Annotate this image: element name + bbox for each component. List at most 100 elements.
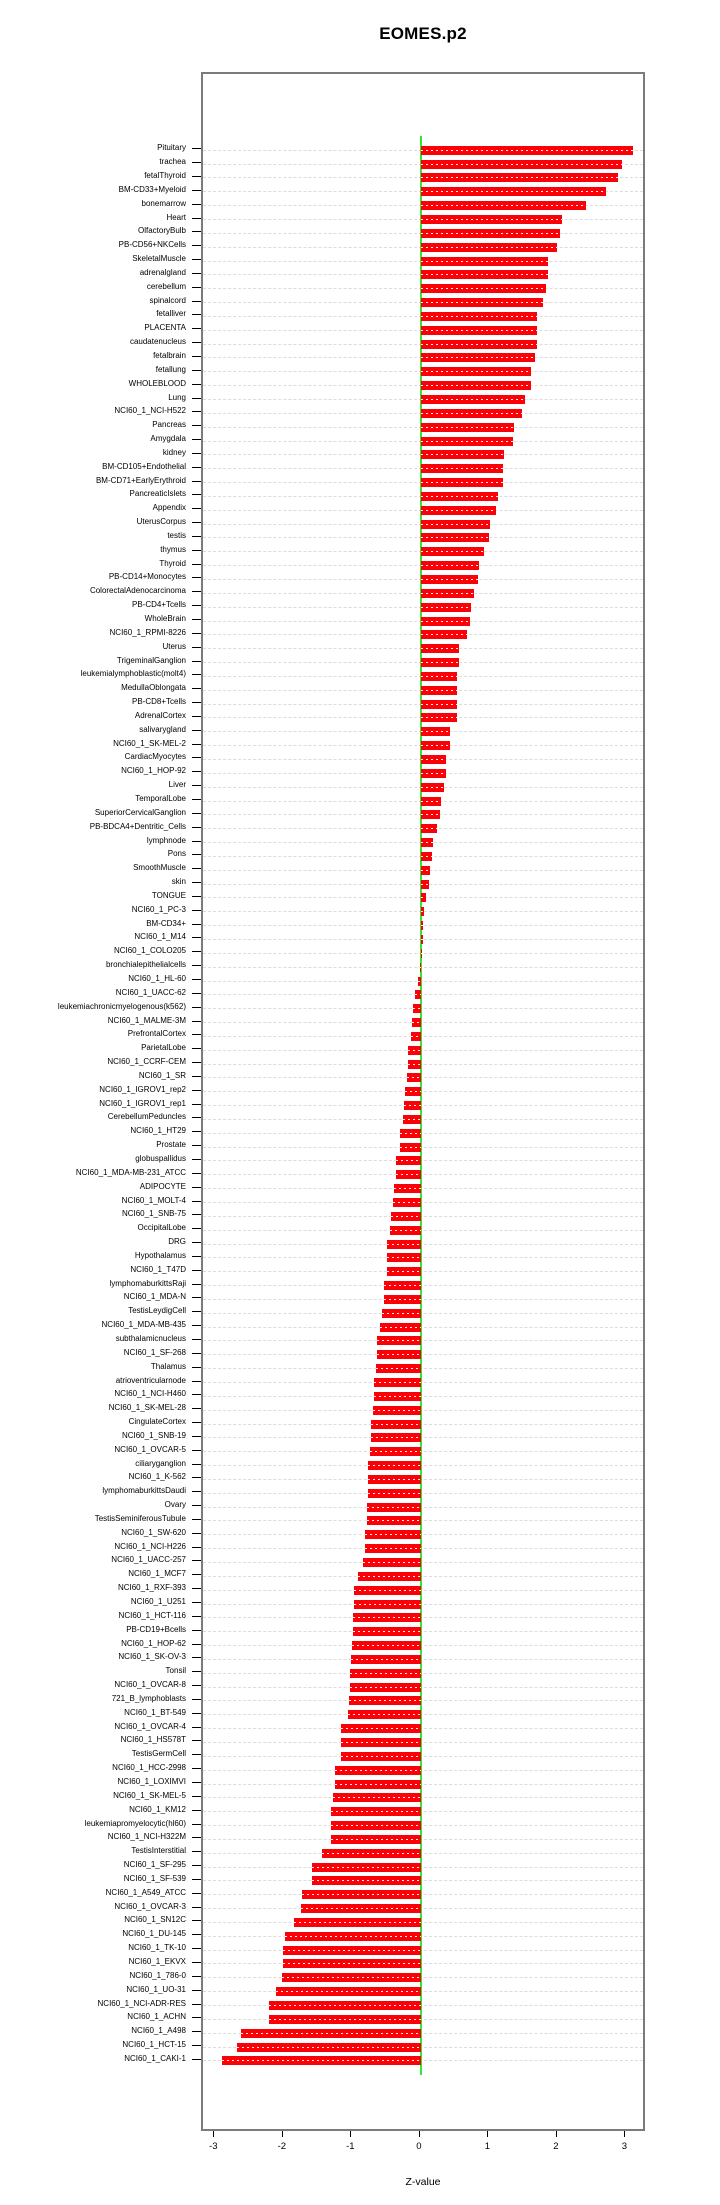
y-axis-category-label: BM-CD71+EarlyErythroid <box>95 475 186 485</box>
y-axis-tick <box>192 1075 201 1077</box>
gridline <box>203 1977 643 1979</box>
gridline <box>203 1368 643 1370</box>
y-axis-category-label: NCI60_1_HOP-92 <box>121 766 186 776</box>
y-axis-tick <box>192 812 201 814</box>
y-axis-category-label: BM-CD33+Myeloid <box>118 184 186 194</box>
y-axis-category-label: NCI60_1_DU-145 <box>122 1929 186 1939</box>
bar <box>322 1848 421 1858</box>
gridline <box>203 1298 643 1300</box>
bar <box>411 1018 421 1028</box>
y-axis-tick <box>192 1103 201 1105</box>
bar <box>380 1322 422 1332</box>
y-axis-tick <box>192 411 201 413</box>
bar <box>420 228 561 238</box>
bar <box>420 658 460 668</box>
y-axis-category-label: NCI60_1_HOP-62 <box>121 1638 186 1648</box>
gridline <box>203 1866 643 1868</box>
y-axis-tick <box>192 355 201 357</box>
y-axis-category-label: NCI60_1_SF-268 <box>123 1347 186 1357</box>
bar <box>333 1793 421 1803</box>
bar <box>374 1378 421 1387</box>
bar <box>396 1156 421 1166</box>
y-axis-category-label: NCI60_1_K-562 <box>128 1472 186 1482</box>
y-axis-category-label: NCI60_1_CAKI-1 <box>124 2053 186 2063</box>
y-axis-category-label: NCI60_1_COLO205 <box>113 946 186 956</box>
y-axis-category-label: TestisGermCell <box>131 1749 186 1759</box>
gridline <box>203 1354 643 1356</box>
gridline <box>203 1423 643 1425</box>
y-axis-tick <box>192 175 201 177</box>
y-axis-tick <box>192 1532 201 1534</box>
y-axis-category-label: fetalbrain <box>153 350 186 360</box>
y-axis-tick <box>192 1740 201 1742</box>
y-axis-category-label: subthalamicnucleus <box>115 1333 186 1343</box>
y-axis-tick <box>192 826 201 828</box>
y-axis-category-label: Prostate <box>156 1140 186 1150</box>
y-axis-tick <box>192 979 201 980</box>
bar <box>420 381 531 391</box>
y-axis-tick <box>192 383 201 385</box>
y-axis-tick <box>192 563 201 565</box>
y-axis-category-label: CingulateCortex <box>128 1417 186 1427</box>
y-axis-category-label: ADIPOCYTE <box>139 1181 186 1191</box>
y-axis-category-label: NCI60_1_T47D <box>130 1264 186 1274</box>
bar <box>420 311 538 321</box>
y-axis-tick <box>192 1089 201 1091</box>
bar <box>368 1461 421 1471</box>
bar <box>399 1142 422 1152</box>
gridline <box>203 952 643 954</box>
bar <box>420 547 484 557</box>
y-axis-tick <box>192 854 201 856</box>
y-axis-category-label: AdrenalCortex <box>134 710 186 720</box>
y-axis-category-label: OccipitalLobe <box>137 1223 186 1233</box>
x-axis-tick-label: 2 <box>553 2141 559 2152</box>
y-axis-tick <box>192 162 201 164</box>
y-axis-category-label: Pons <box>167 849 186 859</box>
y-axis-tick <box>192 494 201 496</box>
y-axis-tick <box>192 1795 201 1797</box>
bar <box>420 353 536 363</box>
gridline <box>203 1894 643 1896</box>
gridline <box>203 1534 643 1536</box>
gridline <box>203 1492 643 1494</box>
y-axis-tick <box>192 508 201 510</box>
x-axis-tick <box>350 2131 352 2137</box>
x-axis-tick <box>281 2131 283 2137</box>
y-axis-category-label: NCI60_1_HCT-15 <box>122 2040 186 2050</box>
y-axis-category-label: PrefrontalCortex <box>127 1029 186 1039</box>
gridline <box>203 1202 643 1204</box>
gridline <box>203 1714 643 1716</box>
bar <box>369 1447 422 1457</box>
bar <box>394 1184 421 1194</box>
y-axis-category-label: trachea <box>159 157 186 167</box>
bar <box>335 1765 421 1775</box>
y-axis-category-label: NCI60_1_M14 <box>134 932 186 942</box>
y-axis-category-label: cerebellum <box>146 281 186 291</box>
bar <box>331 1807 421 1817</box>
y-axis-tick <box>192 632 201 634</box>
bar <box>420 671 457 681</box>
y-axis-category-label: NCI60_1_IGROV1_rep1 <box>99 1098 186 1108</box>
y-axis-tick <box>192 1449 201 1451</box>
y-axis-category-label: TestisSeminiferousTubule <box>94 1513 186 1523</box>
gridline <box>203 1603 643 1605</box>
y-axis-tick <box>192 1657 201 1659</box>
y-axis-category-label: TestisInterstitial <box>131 1846 186 1856</box>
gridline <box>203 1672 643 1674</box>
bar <box>420 699 457 709</box>
gridline <box>203 1035 643 1037</box>
gridline <box>203 1118 643 1120</box>
gridline <box>203 1949 643 1951</box>
bar <box>420 616 471 626</box>
y-axis-category-label: NCI60_1_NCI-H522 <box>114 406 186 416</box>
y-axis-tick <box>192 259 201 261</box>
y-axis-tick <box>192 1477 201 1479</box>
y-axis-category-label: NCI60_1_NCI-H322M <box>107 1832 186 1842</box>
bar <box>420 270 548 280</box>
gridline <box>203 1160 643 1162</box>
y-axis-tick <box>192 1422 201 1424</box>
y-axis-category-label: TrigeminalGanglion <box>116 655 186 665</box>
bar <box>403 1101 422 1111</box>
bar <box>420 810 441 820</box>
y-axis-category-label: Pancreas <box>152 420 186 430</box>
